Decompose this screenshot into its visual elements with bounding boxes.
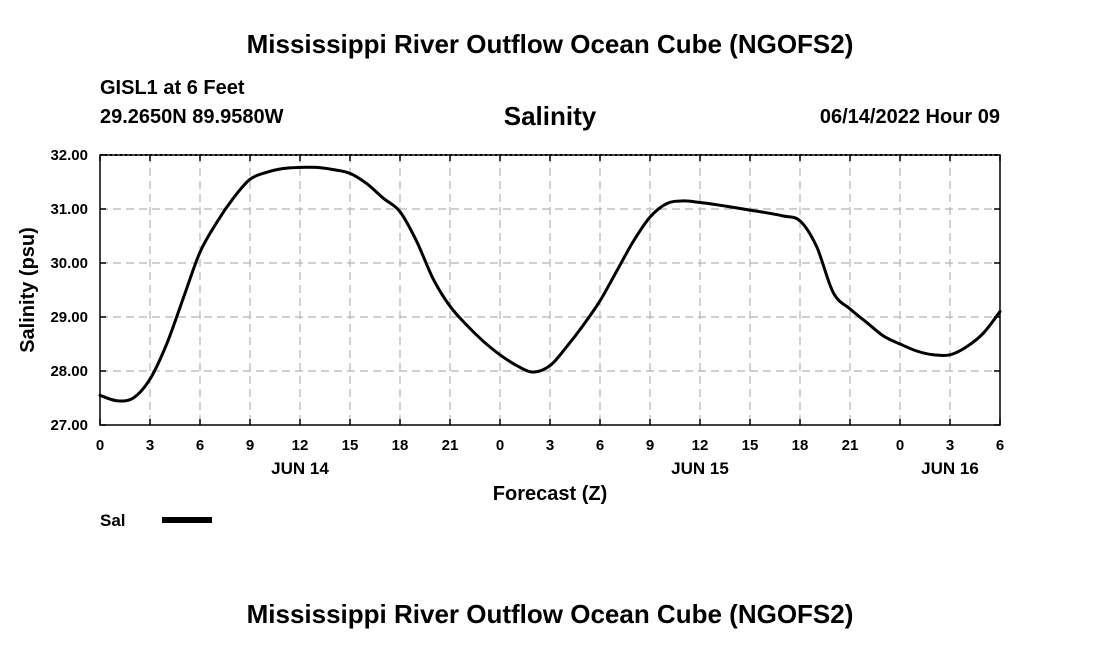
y-tick-label: 30.00: [50, 255, 88, 272]
x-tick-label: 9: [646, 437, 654, 454]
y-tick-label: 29.00: [50, 309, 88, 326]
forecast-timestamp: 06/14/2022 Hour 09: [819, 106, 1000, 128]
x-tick-label: 6: [196, 437, 204, 454]
y-tick-labels: 32.00 31.00 30.00 29.00 28.00 27.00: [50, 147, 88, 434]
grid-lines: [100, 155, 1000, 425]
x-tick-label: 0: [96, 437, 104, 454]
date-label: JUN 16: [921, 459, 979, 478]
x-tick-label: 3: [146, 437, 154, 454]
footer-title: Mississippi River Outflow Ocean Cube (NG…: [246, 599, 854, 629]
x-tick-label: 12: [292, 437, 309, 454]
x-tick-label: 0: [496, 437, 504, 454]
x-tick-label: 15: [742, 437, 759, 454]
chart-main-title: Mississippi River Outflow Ocean Cube (NG…: [246, 29, 854, 59]
date-labels: JUN 14 JUN 15 JUN 16: [271, 459, 979, 478]
date-label: JUN 14: [271, 459, 329, 478]
station-label: GISL1 at 6 Feet: [100, 77, 245, 99]
x-tick-label: 18: [792, 437, 809, 454]
y-tick-label: 32.00: [50, 147, 88, 164]
y-tick-label: 31.00: [50, 201, 88, 218]
x-tick-label: 6: [596, 437, 604, 454]
x-axis-label: Forecast (Z): [493, 483, 607, 505]
chart-subtitle: Salinity: [503, 101, 597, 131]
salinity-series-line: [98, 165, 1002, 403]
axis-ticks: [99, 154, 1001, 426]
x-tick-label: 0: [896, 437, 904, 454]
y-tick-label: 28.00: [50, 363, 88, 380]
station-coordinates: 29.2650N 89.9580W: [100, 106, 284, 128]
x-tick-label: 18: [392, 437, 409, 454]
x-tick-label: 12: [692, 437, 709, 454]
x-tick-label: 15: [342, 437, 359, 454]
y-axis-label: Salinity (psu): [17, 227, 39, 353]
x-tick-label: 21: [442, 437, 459, 454]
x-tick-label: 21: [842, 437, 859, 454]
x-tick-label: 6: [996, 437, 1004, 454]
date-label: JUN 15: [671, 459, 729, 478]
x-tick-labels: 0 3 6 9 12 15 18 21 0 3 6 9 12 15 18 21 0 3 6: [96, 437, 1004, 454]
y-tick-label: 27.00: [50, 417, 88, 434]
legend-label: Sal: [100, 511, 126, 530]
x-tick-label: 9: [246, 437, 254, 454]
x-tick-label: 3: [946, 437, 954, 454]
x-tick-label: 3: [546, 437, 554, 454]
